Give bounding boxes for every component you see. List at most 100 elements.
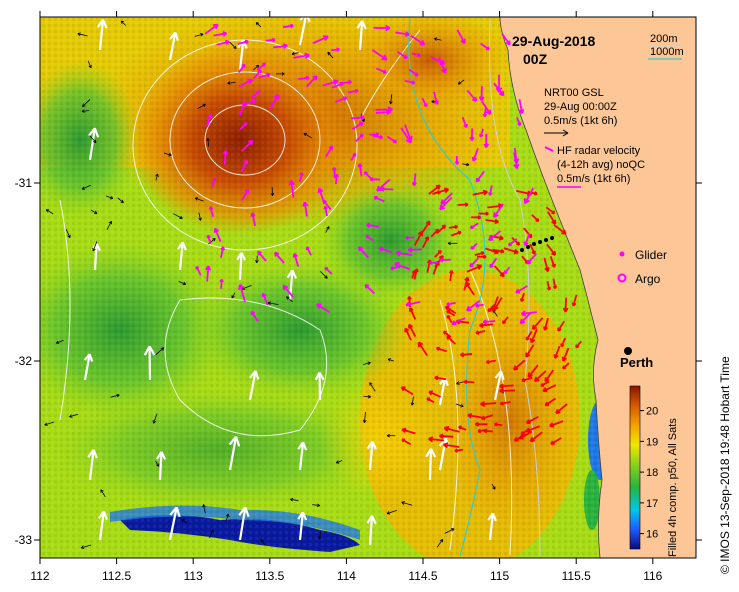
hf-radar-vector [216,39,230,46]
x-tick-label: 116 [643,569,662,583]
depth-legend-1000m: 1000m [650,46,684,58]
wind-vector [493,370,505,401]
hf-radar-vector [518,99,525,114]
model-current-vector [110,393,120,398]
model-current-vector [163,152,172,157]
model-current-vector [227,81,236,85]
hf-radar-vector [516,117,522,127]
model-current-vector [194,33,204,37]
hf-radar-vector [293,52,310,59]
perth-marker: Perth [620,347,653,370]
hf-radar-vector-red [560,337,567,348]
hf-radar-vector [261,292,269,306]
hf-radar-vector [400,127,412,144]
model-current-vector [92,241,98,252]
contour-lines [59,29,513,556]
hf-radar-vector [469,257,480,268]
hf-radar-vector-red [478,211,489,216]
hf-radar-vector [404,79,416,85]
hf-radar-vector [213,31,228,37]
model-current-vector [317,531,322,540]
model-current-vector [87,60,92,69]
x-tick-label: 114.5 [408,569,437,583]
hf-radar-vector-red [449,269,454,282]
hf-radar-vector-red [531,214,540,223]
hf-radar-vector [483,133,489,149]
hf-radar-vector-red [547,211,557,225]
hf-radar-vector-red [553,224,567,235]
radar-legend: HF radar velocity (4-12h avg) noQC 0.5m/… [544,145,645,188]
hf-radar-vector [405,301,421,308]
x-tick-label: 112.5 [102,569,131,583]
y-axis: -31 -32 -33 [15,176,702,547]
hf-radar-vector [317,187,326,204]
hf-radar-vector [206,234,212,245]
wind-legend: NRT00 GSL 29-Aug 00:00Z 0.5m/s (1kt 6h) [544,87,617,137]
hf-radar-vector [268,94,280,110]
hf-radar-vector-red [501,316,509,325]
hf-radar-vector-red [480,414,494,421]
hf-radar-vector [372,134,383,140]
hf-radar-vector [488,185,493,196]
hf-radar-vector-red [450,230,462,237]
hf-radar-vector-red [443,442,460,449]
wind-legend-line3: 0.5m/s (1kt 6h) [544,115,617,127]
hf-radar-vector [237,39,249,45]
hf-radar-vector [451,317,466,326]
model-current-vector [290,497,299,502]
hf-radar-vector [469,128,475,141]
glider-label: Glider [635,248,667,262]
model-current-vector [389,94,393,105]
model-current-vector [105,195,114,200]
hf-radar-vector [206,113,213,128]
wind-vector [238,506,250,541]
hf-radar-vector-red [401,438,412,446]
model-current-vector [325,226,330,233]
colorbar-tick-label: 19 [646,436,658,448]
model-current-vector [369,382,376,392]
hf-radar-vector-red [525,330,533,341]
hf-radar-vector [258,72,271,79]
hf-radar-vector [241,139,254,152]
hf-radar-vector-red [513,433,527,442]
hf-radar-vector [480,42,490,51]
wind-vector [487,512,497,541]
hf-radar-vector [446,301,456,307]
hf-radar-vector [366,222,380,228]
hf-radar-vector [520,310,537,317]
model-current-vector [44,421,55,426]
model-current-vector [155,347,165,355]
colorbar-tick-label: 16 [646,529,658,541]
model-current-vector [387,358,394,362]
hf-radar-vector-red [421,220,431,233]
wind-vector [297,441,308,471]
hf-radar-vector-red [485,359,496,365]
hf-radar-vector-red [448,224,459,230]
radar-legend-line3: 0.5m/s (1kt 6h) [557,173,630,185]
wind-vector [297,511,308,541]
y-tick-label: -33 [15,533,33,547]
hf-radar-vector [331,47,340,52]
wind-vector [83,353,94,381]
model-current-vector [225,513,230,522]
argo-label: Argo [635,272,661,286]
hf-radar-vector [241,188,250,201]
hf-radar-vector [357,163,363,177]
hf-radar-vector [282,23,294,29]
model-current-vector [198,212,202,221]
wind-vector [314,371,325,401]
hf-radar-vector [373,24,391,32]
model-current-vector [155,460,160,467]
hf-radar-vector [305,246,312,256]
model-current-vector [335,460,343,464]
model-current-vector [286,296,293,303]
hf-radar-vector [375,67,387,74]
hf-radar-vector [489,257,498,269]
model-current-vector [319,270,328,279]
hf-radar-vector [390,265,401,271]
hf-radar-vector [213,227,222,243]
hf-radar-vector [408,68,419,77]
hf-radar-vector-red [562,297,569,313]
hf-radar-vector [335,96,348,103]
hf-radar-vector-red [503,247,519,255]
